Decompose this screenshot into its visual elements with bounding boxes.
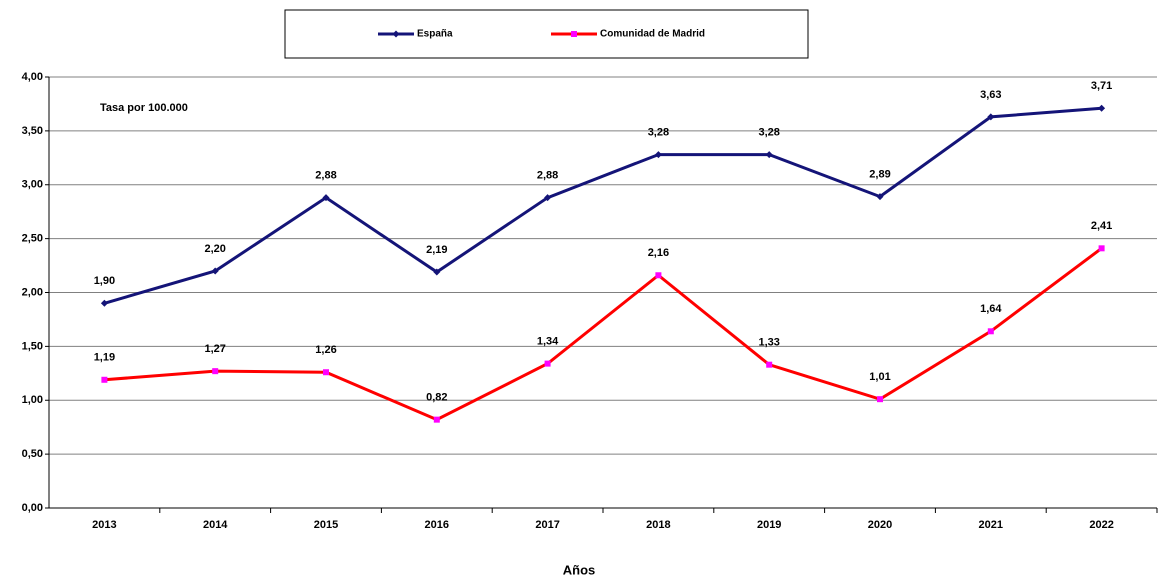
data-label: 3,63 [980, 89, 1001, 101]
marker [433, 416, 440, 423]
data-label: 1,19 [94, 352, 115, 364]
marker [654, 151, 662, 159]
x-tick-label: 2020 [868, 519, 892, 531]
y-tick-label: 0,00 [22, 502, 43, 514]
y-tick-label: 0,50 [22, 448, 43, 460]
data-label: 2,89 [869, 169, 890, 181]
x-tick-label: 2013 [92, 519, 116, 531]
series-line [104, 247, 1103, 422]
data-label: 2,16 [648, 247, 669, 259]
y-tick-label: 1,00 [22, 394, 43, 406]
marker [877, 396, 883, 403]
marker [323, 369, 329, 376]
marker [544, 360, 551, 367]
data-label: 1,90 [94, 275, 115, 287]
x-tick-label: 2015 [314, 519, 338, 531]
marker [987, 113, 995, 121]
data-label: 1,27 [204, 343, 225, 355]
legend-marker [392, 30, 400, 38]
x-tick-label: 2021 [979, 519, 1003, 531]
marker [1098, 104, 1106, 112]
marker [322, 194, 330, 202]
data-label: 3,71 [1091, 80, 1112, 92]
x-tick-label: 2022 [1089, 519, 1113, 531]
data-label: 2,19 [426, 244, 447, 256]
legend-label: España [417, 29, 453, 40]
marker [212, 368, 219, 375]
marker [211, 267, 219, 275]
x-tick-label: 2017 [535, 519, 559, 531]
x-tick-label: 2019 [757, 519, 781, 531]
marker [1098, 245, 1105, 252]
y-tick-label: 4,00 [22, 71, 43, 83]
data-label: 2,20 [204, 243, 225, 255]
data-label: 1,64 [980, 303, 1002, 315]
y-tick-label: 1,50 [22, 340, 43, 352]
data-label: 2,88 [315, 170, 336, 182]
y-tick-label: 3,00 [22, 179, 43, 191]
x-tick-label: 2014 [203, 519, 228, 531]
legend-marker [571, 31, 577, 37]
x-axis-label: Años [563, 562, 596, 577]
x-tick-label: 2016 [425, 519, 449, 531]
marker [101, 376, 108, 383]
data-label: 1,01 [869, 371, 890, 383]
annotation: Tasa por 100.000 [100, 102, 188, 114]
legend-box [284, 9, 809, 59]
marker [433, 268, 441, 276]
series-line [103, 106, 1102, 305]
y-tick-label: 3,50 [22, 125, 43, 137]
x-tick-label: 2018 [646, 519, 670, 531]
marker [544, 194, 552, 202]
data-label: 2,88 [537, 170, 558, 182]
marker [876, 193, 884, 201]
marker [765, 151, 773, 159]
data-label: 3,28 [648, 126, 669, 138]
marker [100, 299, 108, 307]
data-label: 1,33 [758, 337, 779, 349]
y-tick-label: 2,00 [22, 286, 43, 298]
marker [987, 328, 994, 335]
data-label: 3,28 [758, 126, 779, 138]
marker [766, 361, 773, 368]
y-tick-label: 2,50 [22, 233, 43, 245]
marker [655, 272, 662, 279]
legend-label: Comunidad de Madrid [600, 29, 705, 40]
data-label: 0,82 [426, 392, 447, 404]
data-label: 2,41 [1091, 220, 1112, 232]
data-label: 1,34 [537, 336, 559, 348]
data-label: 1,26 [315, 344, 336, 356]
